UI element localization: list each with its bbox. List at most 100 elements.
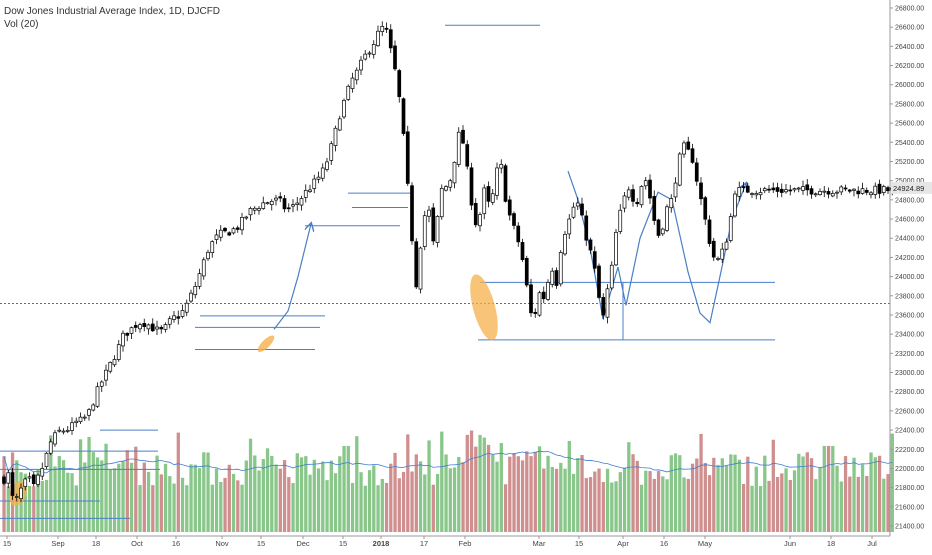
- time-tick-label: 2018: [373, 539, 390, 548]
- candle-body: [180, 310, 185, 317]
- candle-body: [393, 45, 397, 70]
- price-tick-label: 21800.00: [895, 485, 924, 492]
- candle-body: [541, 291, 546, 300]
- price-tick-label: 26000.00: [895, 82, 924, 89]
- candle-body: [197, 273, 202, 287]
- candle-body: [405, 131, 410, 184]
- price-tick-label: 25600.00: [895, 121, 924, 128]
- candle-body: [720, 248, 725, 260]
- volume-bar: [176, 432, 180, 532]
- volume-bar: [159, 474, 163, 532]
- candle-body: [269, 200, 274, 205]
- volume-bar: [117, 463, 121, 532]
- candle-body: [456, 131, 461, 165]
- volume-bar: [890, 433, 894, 532]
- volume-bar: [750, 485, 754, 532]
- volume-bar: [686, 478, 690, 532]
- volume-bar: [576, 458, 580, 532]
- candle-body: [635, 201, 640, 205]
- volume-bar: [270, 455, 274, 532]
- volume-bar: [503, 484, 508, 532]
- volume-bar: [669, 455, 673, 532]
- time-tick-label: May: [698, 539, 712, 548]
- volume-bar: [758, 486, 763, 532]
- chart-legend: Dow Jones Industrial Average Index, 1D, …: [4, 5, 220, 31]
- price-tick-label: 22600.00: [895, 408, 924, 415]
- candle-body: [104, 369, 108, 381]
- candle-body: [337, 118, 342, 131]
- volume-bar: [695, 458, 699, 532]
- price-tick-label: 25800.00: [895, 101, 924, 108]
- volume-bar: [287, 477, 291, 532]
- volume-bar: [304, 456, 308, 532]
- volume-bar: [869, 452, 873, 532]
- candle-body: [308, 189, 312, 192]
- candle-body: [350, 77, 355, 89]
- volume-bar: [537, 446, 542, 532]
- volume-bar: [142, 462, 146, 532]
- candle-body: [325, 161, 329, 170]
- volume-bar: [308, 474, 312, 532]
- candle-body: [70, 422, 74, 431]
- candle-body: [482, 187, 487, 215]
- volume-bar: [108, 469, 112, 532]
- candle-body: [155, 326, 159, 330]
- price-tick-label: 26800.00: [895, 6, 924, 13]
- candle-body: [507, 199, 512, 216]
- price-tick-label: 26400.00: [895, 44, 924, 51]
- volume-bar: [61, 460, 66, 532]
- volume-bar: [690, 463, 695, 532]
- volume-bar: [427, 440, 431, 532]
- candle-body: [14, 496, 19, 498]
- candle-body: [677, 153, 682, 186]
- candle-body: [665, 206, 669, 231]
- volume-bar: [873, 457, 877, 532]
- volume-bar: [23, 473, 27, 532]
- volume-bar: [831, 445, 835, 532]
- volume-bar: [495, 461, 499, 532]
- candle-body: [240, 216, 244, 231]
- volume-bar: [70, 473, 74, 532]
- candle-body: [877, 183, 882, 194]
- volume-bar: [707, 475, 712, 532]
- candle-body: [758, 192, 763, 196]
- candle-body: [750, 193, 754, 195]
- candle-body: [465, 144, 470, 167]
- candle-body: [439, 187, 444, 218]
- candle-body: [618, 209, 623, 232]
- candle-body: [473, 203, 478, 226]
- candle-body: [48, 441, 53, 454]
- candle-body: [414, 241, 419, 288]
- candle-body: [690, 148, 695, 163]
- candle-body: [95, 386, 100, 407]
- candle-body: [61, 430, 66, 433]
- volume-bar: [338, 456, 342, 532]
- time-tick-label: 18: [827, 539, 835, 548]
- volume-bar: [444, 454, 448, 532]
- price-tick-label: 22200.00: [895, 447, 924, 454]
- volume-bar: [877, 455, 882, 532]
- candle-body: [57, 429, 62, 432]
- candle-body: [724, 241, 729, 250]
- candle-body: [550, 270, 555, 285]
- candle-body: [546, 281, 550, 300]
- volume-bar: [214, 468, 219, 532]
- volume-bar: [163, 463, 168, 532]
- candle-body: [401, 98, 406, 134]
- candle-body: [2, 476, 6, 484]
- volume-bar: [469, 430, 474, 532]
- volume-bar: [223, 477, 227, 532]
- volume-bar: [57, 456, 61, 532]
- volume-bar: [452, 467, 457, 532]
- volume-bar: [291, 483, 295, 532]
- volume-bar: [682, 477, 686, 532]
- volume-bar: [299, 457, 304, 532]
- volume-bar: [661, 476, 665, 532]
- candle-body: [274, 197, 278, 201]
- volume-bar: [673, 453, 678, 532]
- candle-body: [669, 198, 674, 209]
- volume-bar: [720, 458, 724, 532]
- volume-ma-line: [3, 450, 893, 474]
